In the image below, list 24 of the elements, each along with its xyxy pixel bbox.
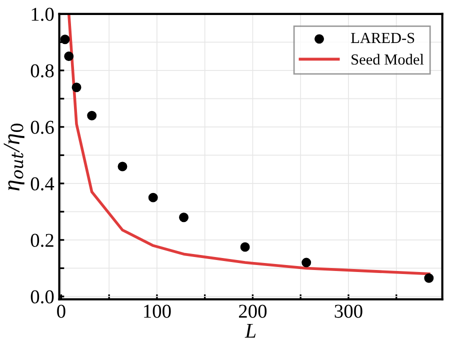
- x-axis-title: L: [244, 324, 256, 338]
- y-tick-label: 0.4: [30, 177, 54, 190]
- x-tick-label: 0: [57, 304, 66, 318]
- point: [240, 242, 250, 252]
- y-tick-label: 0.0: [30, 290, 54, 304]
- legend-label: LARED-S: [351, 32, 414, 44]
- point: [87, 110, 97, 120]
- x-tick-label: 200: [238, 304, 267, 318]
- x-tick-label: 100: [144, 304, 171, 318]
- point: [60, 34, 70, 44]
- y-tick-label: 1.0: [32, 8, 54, 21]
- y-axis-title: η$_{out}$/η$_{0}$: [4, 124, 24, 190]
- y-tick-label: 0.2: [30, 234, 54, 247]
- point: [148, 192, 158, 202]
- point: [424, 273, 434, 283]
- point: [64, 52, 74, 62]
- point: [302, 258, 312, 268]
- legend-label: Seed Model: [352, 54, 424, 65]
- y-tick-label: 0.6: [30, 120, 54, 134]
- y-tick-label: 0.8: [30, 64, 54, 78]
- point: [179, 212, 189, 222]
- point: [118, 162, 128, 172]
- x-tick-label: 300: [334, 304, 362, 318]
- point: [72, 82, 82, 92]
